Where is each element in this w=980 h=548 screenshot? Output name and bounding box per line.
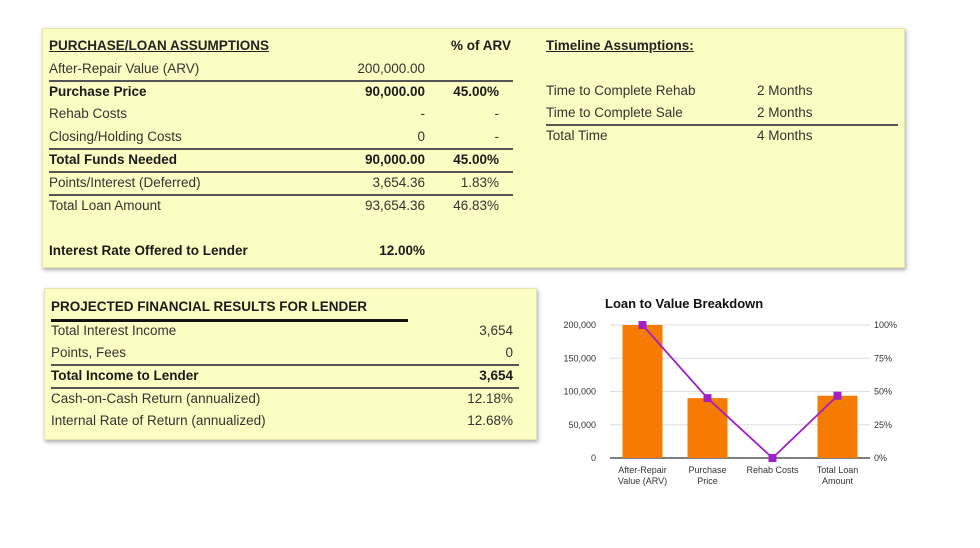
divider [49, 171, 513, 173]
table-row: Points, Fees 0 [51, 342, 521, 364]
row-label: Total Loan Amount [49, 198, 161, 213]
row-value: - [420, 106, 426, 121]
table-row: Total Loan Amount 93,654.36 46.83% [49, 195, 519, 217]
row-pct: 46.83% [453, 198, 499, 213]
row-value: 3,654.36 [372, 175, 425, 190]
right-axis-tick: 75% [874, 353, 892, 363]
row-value: 3,654 [479, 368, 513, 383]
row-label: Total Funds Needed [49, 152, 178, 167]
row-label: Time to Complete Rehab [546, 83, 696, 98]
pct-arv-header: % of ARV [450, 38, 511, 53]
x-axis-label: Amount [822, 476, 854, 486]
interest-rate-label: Interest Rate Offered to Lender [49, 243, 248, 258]
left-axis-tick: 50,000 [568, 420, 596, 430]
line-marker [833, 391, 842, 400]
left-axis-tick: 0 [591, 453, 596, 463]
chart-title: Loan to Value Breakdown [605, 296, 763, 311]
row-value: 90,000.00 [364, 152, 425, 167]
row-value: 93,654.36 [364, 198, 425, 213]
row-label: Points, Fees [51, 345, 127, 360]
interest-rate-value: 12.00% [379, 243, 425, 258]
row-label: Total Income to Lender [51, 368, 199, 383]
row-value: 90,000.00 [364, 84, 425, 99]
row-pct: 1.83% [460, 175, 499, 190]
row-label: Total Interest Income [51, 323, 177, 338]
row-value: 12.68% [467, 413, 513, 428]
row-value: 0 [505, 345, 513, 360]
pct-line [641, 324, 839, 460]
left-axis-tick: 100,000 [563, 387, 596, 397]
timeline-title: Timeline Assumptions: [546, 38, 694, 53]
right-axis-tick: 25% [874, 420, 892, 430]
divider [49, 194, 513, 196]
table-row: Total Interest Income 3,654 [51, 320, 521, 342]
right-axis-tick: 0% [874, 453, 887, 463]
row-label: Closing/Holding Costs [49, 129, 182, 144]
table-row: Closing/Holding Costs 0 - [49, 126, 519, 148]
divider [49, 148, 513, 150]
divider [546, 124, 898, 126]
row-pct: 45.00% [453, 84, 499, 99]
bar [817, 395, 858, 458]
purchase-loan-panel: PURCHASE/LOAN ASSUMPTIONS % of ARV After… [42, 28, 905, 268]
row-value: 200,000.00 [357, 61, 425, 76]
timeline-header-row: Timeline Assumptions: [546, 35, 896, 57]
loan-to-value-chart: Loan to Value Breakdown 0 0% 50,000 25% 100,0… [555, 290, 915, 500]
row-pct: - [494, 106, 500, 121]
row-label: Rehab Costs [49, 106, 128, 121]
results-title: PROJECTED FINANCIAL RESULTS FOR LENDER [51, 299, 368, 314]
purchase-header-row: PURCHASE/LOAN ASSUMPTIONS % of ARV [49, 35, 519, 57]
row-value: 2 Months [757, 83, 813, 98]
table-row: Internal Rate of Return (annualized) 12.… [51, 410, 521, 432]
table-row: Points/Interest (Deferred) 3,654.36 1.83… [49, 172, 519, 194]
table-row: Total Funds Needed 90,000.00 45.00% [49, 149, 519, 171]
right-axis-tick: 100% [874, 320, 897, 330]
row-label: Time to Complete Sale [546, 105, 683, 120]
line-marker [638, 321, 647, 329]
row-pct: - [494, 129, 500, 144]
x-axis-label: After-Repair [618, 465, 667, 475]
x-axis-label: Value (ARV) [618, 476, 667, 486]
results-header-row: PROJECTED FINANCIAL RESULTS FOR LENDER [51, 296, 521, 318]
row-label: Cash-on-Cash Return (annualized) [51, 391, 261, 406]
table-row: Rehab Costs - - [49, 103, 519, 125]
bar [622, 325, 663, 458]
row-value: 3,654 [479, 323, 513, 338]
row-label: Internal Rate of Return (annualized) [51, 413, 266, 428]
row-pct: 45.00% [453, 152, 499, 167]
table-row: Cash-on-Cash Return (annualized) 12.18% [51, 388, 521, 410]
timeline-row: Total Time 4 Months [546, 125, 896, 147]
purchase-title: PURCHASE/LOAN ASSUMPTIONS [49, 38, 270, 53]
x-axis-label: Rehab Costs [746, 465, 799, 475]
row-value: 12.18% [467, 391, 513, 406]
x-axis-label: Price [697, 476, 718, 486]
timeline-row: Time to Complete Rehab 2 Months [546, 80, 896, 102]
table-row: Total Income to Lender 3,654 [51, 365, 521, 387]
table-row: After-Repair Value (ARV) 200,000.00 [49, 58, 519, 80]
row-label: After-Repair Value (ARV) [49, 61, 200, 76]
left-axis-tick: 200,000 [563, 320, 596, 330]
row-value: 4 Months [757, 128, 813, 143]
divider [51, 387, 519, 389]
line-marker [768, 454, 777, 462]
x-axis-label: Purchase [688, 465, 726, 475]
divider [51, 319, 408, 322]
line-marker [703, 394, 712, 403]
right-axis-tick: 50% [874, 387, 892, 397]
timeline-row: Time to Complete Sale 2 Months [546, 102, 896, 124]
lender-results-panel: PROJECTED FINANCIAL RESULTS FOR LENDER T… [44, 288, 537, 440]
row-label: Points/Interest (Deferred) [49, 175, 201, 190]
row-value: 2 Months [757, 105, 813, 120]
row-label: Total Time [546, 128, 608, 143]
left-axis-tick: 150,000 [563, 353, 596, 363]
bar [687, 398, 728, 458]
divider [49, 80, 513, 82]
divider [51, 364, 519, 366]
chart-canvas: Loan to Value Breakdown 0 0% 50,000 25% 100,0… [563, 296, 897, 486]
interest-rate-row: Interest Rate Offered to Lender 12.00% [49, 240, 519, 262]
row-value: 0 [417, 129, 425, 144]
x-axis-label: Total Loan [817, 465, 859, 475]
row-label: Purchase Price [49, 84, 147, 99]
table-row: Purchase Price 90,000.00 45.00% [49, 81, 519, 103]
